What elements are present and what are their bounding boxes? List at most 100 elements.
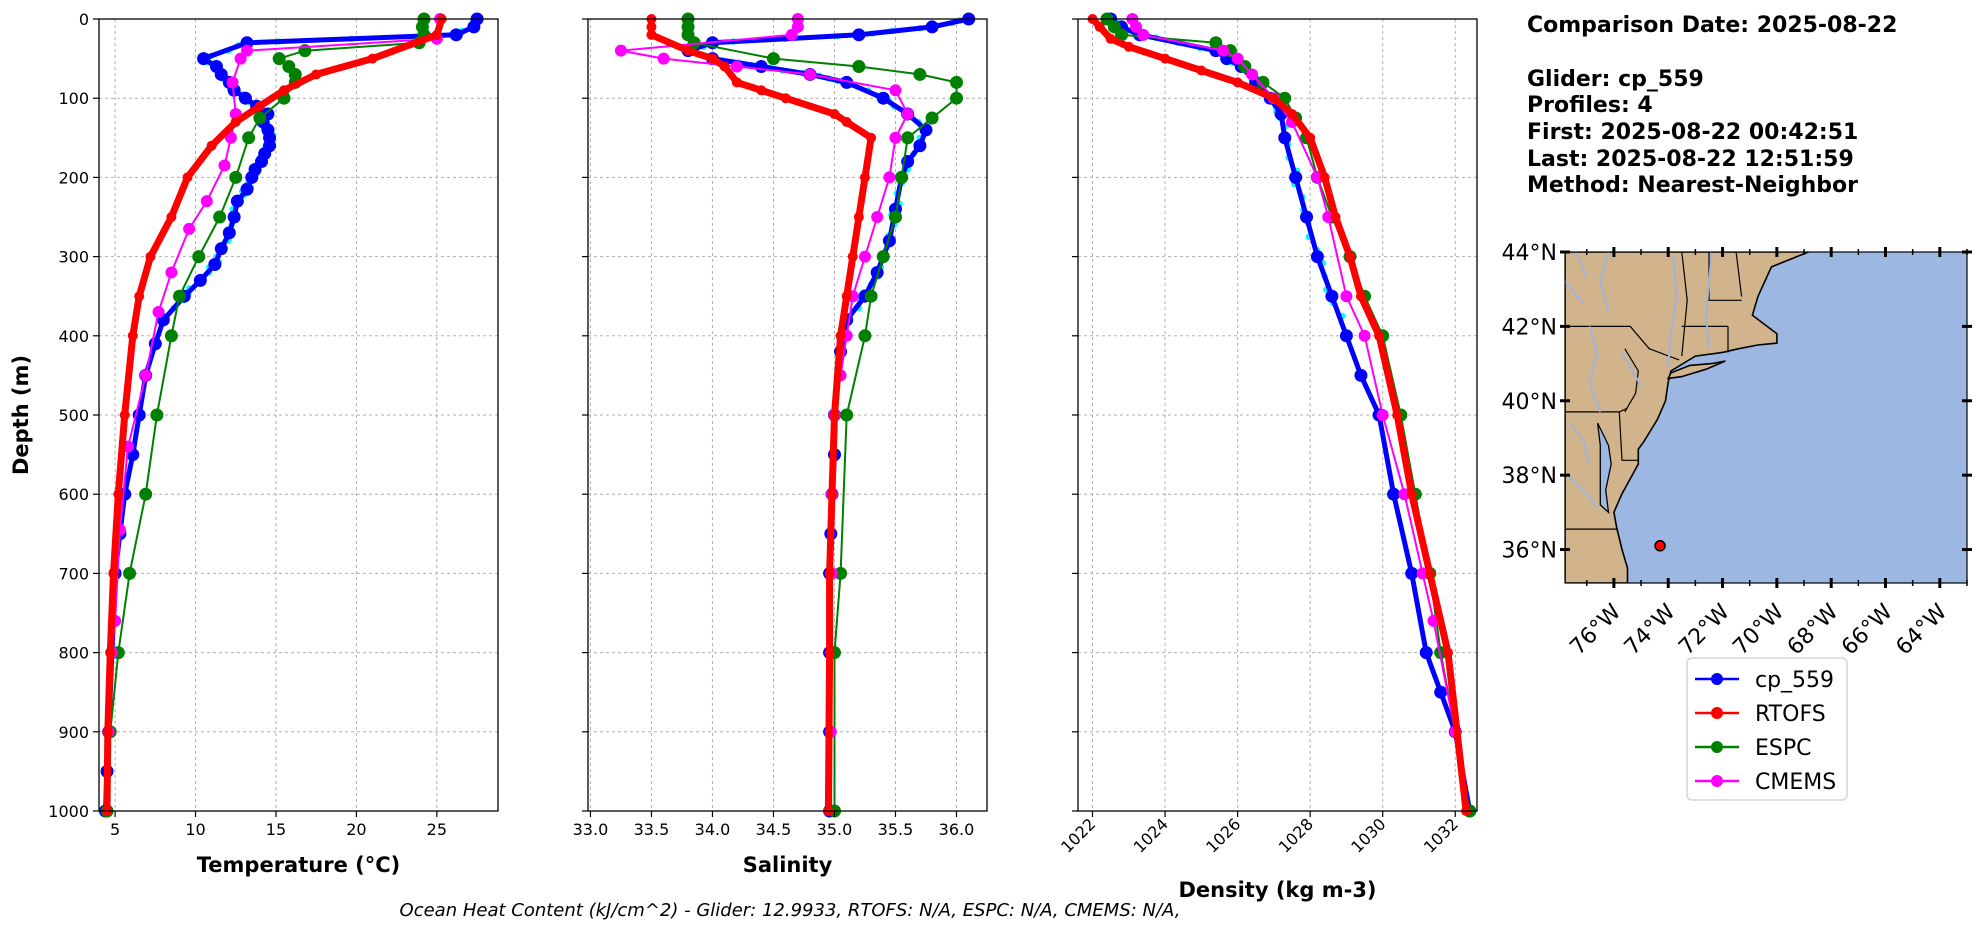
x-tick-label: 20 xyxy=(346,820,366,839)
long-island xyxy=(1666,360,1726,380)
series-point-cp_559 xyxy=(754,60,768,74)
series-line-rtofs xyxy=(1089,16,1470,812)
river xyxy=(1705,252,1713,349)
x-tick-label: 10 xyxy=(185,820,205,839)
profile-count: Profiles: 4 xyxy=(1527,93,1653,118)
series-point-espc xyxy=(253,111,267,125)
series-point-cmems xyxy=(614,44,627,57)
series-point-cmems xyxy=(1358,329,1371,342)
series-point-rtofs xyxy=(1355,291,1366,302)
series-point-cmems xyxy=(234,52,247,65)
river xyxy=(1569,422,1591,465)
series-point-rtofs xyxy=(431,29,442,40)
state-border xyxy=(1708,252,1742,301)
series-point-cp_559 xyxy=(876,91,890,105)
series-point-espc xyxy=(901,131,915,145)
x-tick-label: 35.0 xyxy=(817,820,853,839)
first-time: First: 2025-08-22 00:42:51 xyxy=(1527,120,1859,145)
x-tick-label: 34.0 xyxy=(695,820,731,839)
series-point-rtofs xyxy=(1345,251,1356,262)
series-point-cp_559 xyxy=(1405,566,1419,580)
series-point-rtofs xyxy=(1196,65,1207,76)
series-point-espc xyxy=(1256,75,1270,89)
series-point-cp_559 xyxy=(214,67,228,81)
series-point-rtofs xyxy=(780,93,791,104)
series-point-rtofs xyxy=(756,85,767,96)
series-line-espc xyxy=(687,19,958,811)
y-tick-label: 900 xyxy=(58,723,89,742)
map-lat-label: 36°N xyxy=(1502,539,1557,564)
series-point-cp_559 xyxy=(1278,131,1292,145)
series-point-rtofs xyxy=(731,77,742,88)
series-point-rtofs xyxy=(1123,41,1134,52)
series-point-rtofs xyxy=(1160,53,1171,64)
glider-position-marker xyxy=(1654,540,1666,552)
series-point-espc xyxy=(272,52,286,66)
series-point-espc xyxy=(949,91,963,105)
legend-marker-rtofs xyxy=(1711,707,1723,719)
legend-label-espc: ESPC xyxy=(1755,736,1812,761)
series-point-cmems xyxy=(1398,488,1411,501)
legend: cp_559 RTOFS ESPC CMEMS xyxy=(1686,657,1848,801)
map-lon-label: 70°W xyxy=(1728,599,1789,660)
series-point-cmems xyxy=(730,60,743,73)
series-point-rtofs xyxy=(279,85,290,96)
series-point-rtofs xyxy=(841,291,852,302)
series-point-rtofs xyxy=(367,53,378,64)
chesapeake-bay xyxy=(1596,422,1612,514)
series-point-cp_559 xyxy=(214,242,228,256)
series-point-rtofs xyxy=(859,172,870,183)
series-point-espc xyxy=(876,250,890,264)
series-point-cp_559 xyxy=(1289,170,1303,184)
series-point-rtofs xyxy=(835,330,846,341)
legend-label-cmems: CMEMS xyxy=(1755,770,1836,795)
x-tick-label: 35.5 xyxy=(878,820,914,839)
series-point-cmems xyxy=(200,195,213,208)
series-point-espc xyxy=(766,52,780,66)
map: 76°W74°W72°W70°W68°W66°W64°W 44°N 42°N 40°N… xyxy=(1502,241,1972,660)
map-lat-label: 38°N xyxy=(1502,464,1557,489)
series-point-cp_559 xyxy=(919,123,933,137)
series-point-cmems xyxy=(226,76,239,89)
series-point-espc xyxy=(864,289,878,303)
legend-marker-cp_559 xyxy=(1711,673,1723,685)
series-point-rtofs xyxy=(1287,109,1298,120)
series-point-rtofs xyxy=(1105,33,1116,44)
river xyxy=(1621,351,1642,387)
series-point-cp_559 xyxy=(925,20,939,34)
series-point-rtofs xyxy=(719,61,730,72)
series-point-rtofs xyxy=(683,45,694,56)
series-point-cmems xyxy=(871,211,884,223)
series-point-cmems xyxy=(889,131,902,144)
series-point-rtofs xyxy=(824,647,835,658)
series-point-rtofs xyxy=(134,291,145,302)
series-point-cmems xyxy=(1340,290,1353,303)
x-tick-label: 1024 xyxy=(1130,814,1172,856)
river xyxy=(1567,474,1599,510)
panel-1: 5 10 15 20 25 0 100 200 300 400 500 600 700 800 900 100… xyxy=(9,10,499,877)
last-time: Last: 2025-08-22 12:51:59 xyxy=(1527,147,1854,172)
state-border xyxy=(1681,252,1688,357)
series-point-espc xyxy=(150,408,164,422)
series-point-rtofs xyxy=(646,21,657,32)
y-tick-label: 700 xyxy=(58,564,89,583)
y-tick-label: 400 xyxy=(58,327,89,346)
legend-box xyxy=(1686,657,1848,801)
series-point-rtofs xyxy=(1305,132,1316,143)
series-point-rtofs xyxy=(866,132,877,143)
series-point-rtofs xyxy=(847,251,858,262)
map-lon-label: 68°W xyxy=(1783,599,1844,660)
x-tick-label: 5 xyxy=(110,820,120,839)
series-point-espc xyxy=(192,250,206,264)
series-point-cmems xyxy=(241,44,254,57)
series-point-rtofs xyxy=(827,489,838,500)
series-point-rtofs xyxy=(105,647,116,658)
y-tick-label: 600 xyxy=(58,485,89,504)
state-border xyxy=(1618,411,1639,461)
series-point-cmems xyxy=(1231,52,1244,65)
series-point-cmems xyxy=(889,84,902,97)
panel-2: 33.0 33.5 34.0 34.5 35.0 35.5 36.0 Salinity xyxy=(573,12,988,877)
y-tick-label: 100 xyxy=(58,89,89,108)
